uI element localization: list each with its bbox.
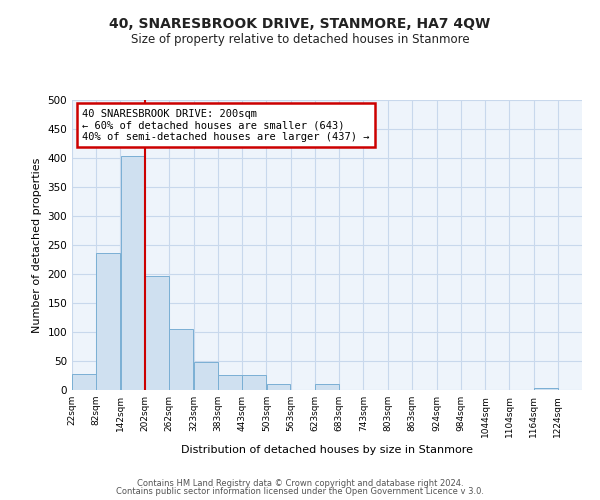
Bar xyxy=(534,388,557,390)
Text: 40, SNARESBROOK DRIVE, STANMORE, HA7 4QW: 40, SNARESBROOK DRIVE, STANMORE, HA7 4QW xyxy=(109,18,491,32)
Y-axis label: Number of detached properties: Number of detached properties xyxy=(32,158,42,332)
Bar xyxy=(242,375,266,390)
Bar xyxy=(145,276,169,390)
Bar xyxy=(315,384,339,390)
X-axis label: Distribution of detached houses by size in Stanmore: Distribution of detached houses by size … xyxy=(181,445,473,455)
Text: Contains HM Land Registry data © Crown copyright and database right 2024.: Contains HM Land Registry data © Crown c… xyxy=(137,478,463,488)
Bar xyxy=(266,384,290,390)
Bar xyxy=(218,375,242,390)
Text: Contains public sector information licensed under the Open Government Licence v : Contains public sector information licen… xyxy=(116,487,484,496)
Text: 40 SNARESBROOK DRIVE: 200sqm
← 60% of detached houses are smaller (643)
40% of s: 40 SNARESBROOK DRIVE: 200sqm ← 60% of de… xyxy=(82,108,370,142)
Bar xyxy=(97,252,120,390)
Text: Size of property relative to detached houses in Stanmore: Size of property relative to detached ho… xyxy=(131,32,469,46)
Bar xyxy=(194,362,218,390)
Bar xyxy=(121,156,145,390)
Bar xyxy=(169,328,193,390)
Bar xyxy=(72,374,96,390)
